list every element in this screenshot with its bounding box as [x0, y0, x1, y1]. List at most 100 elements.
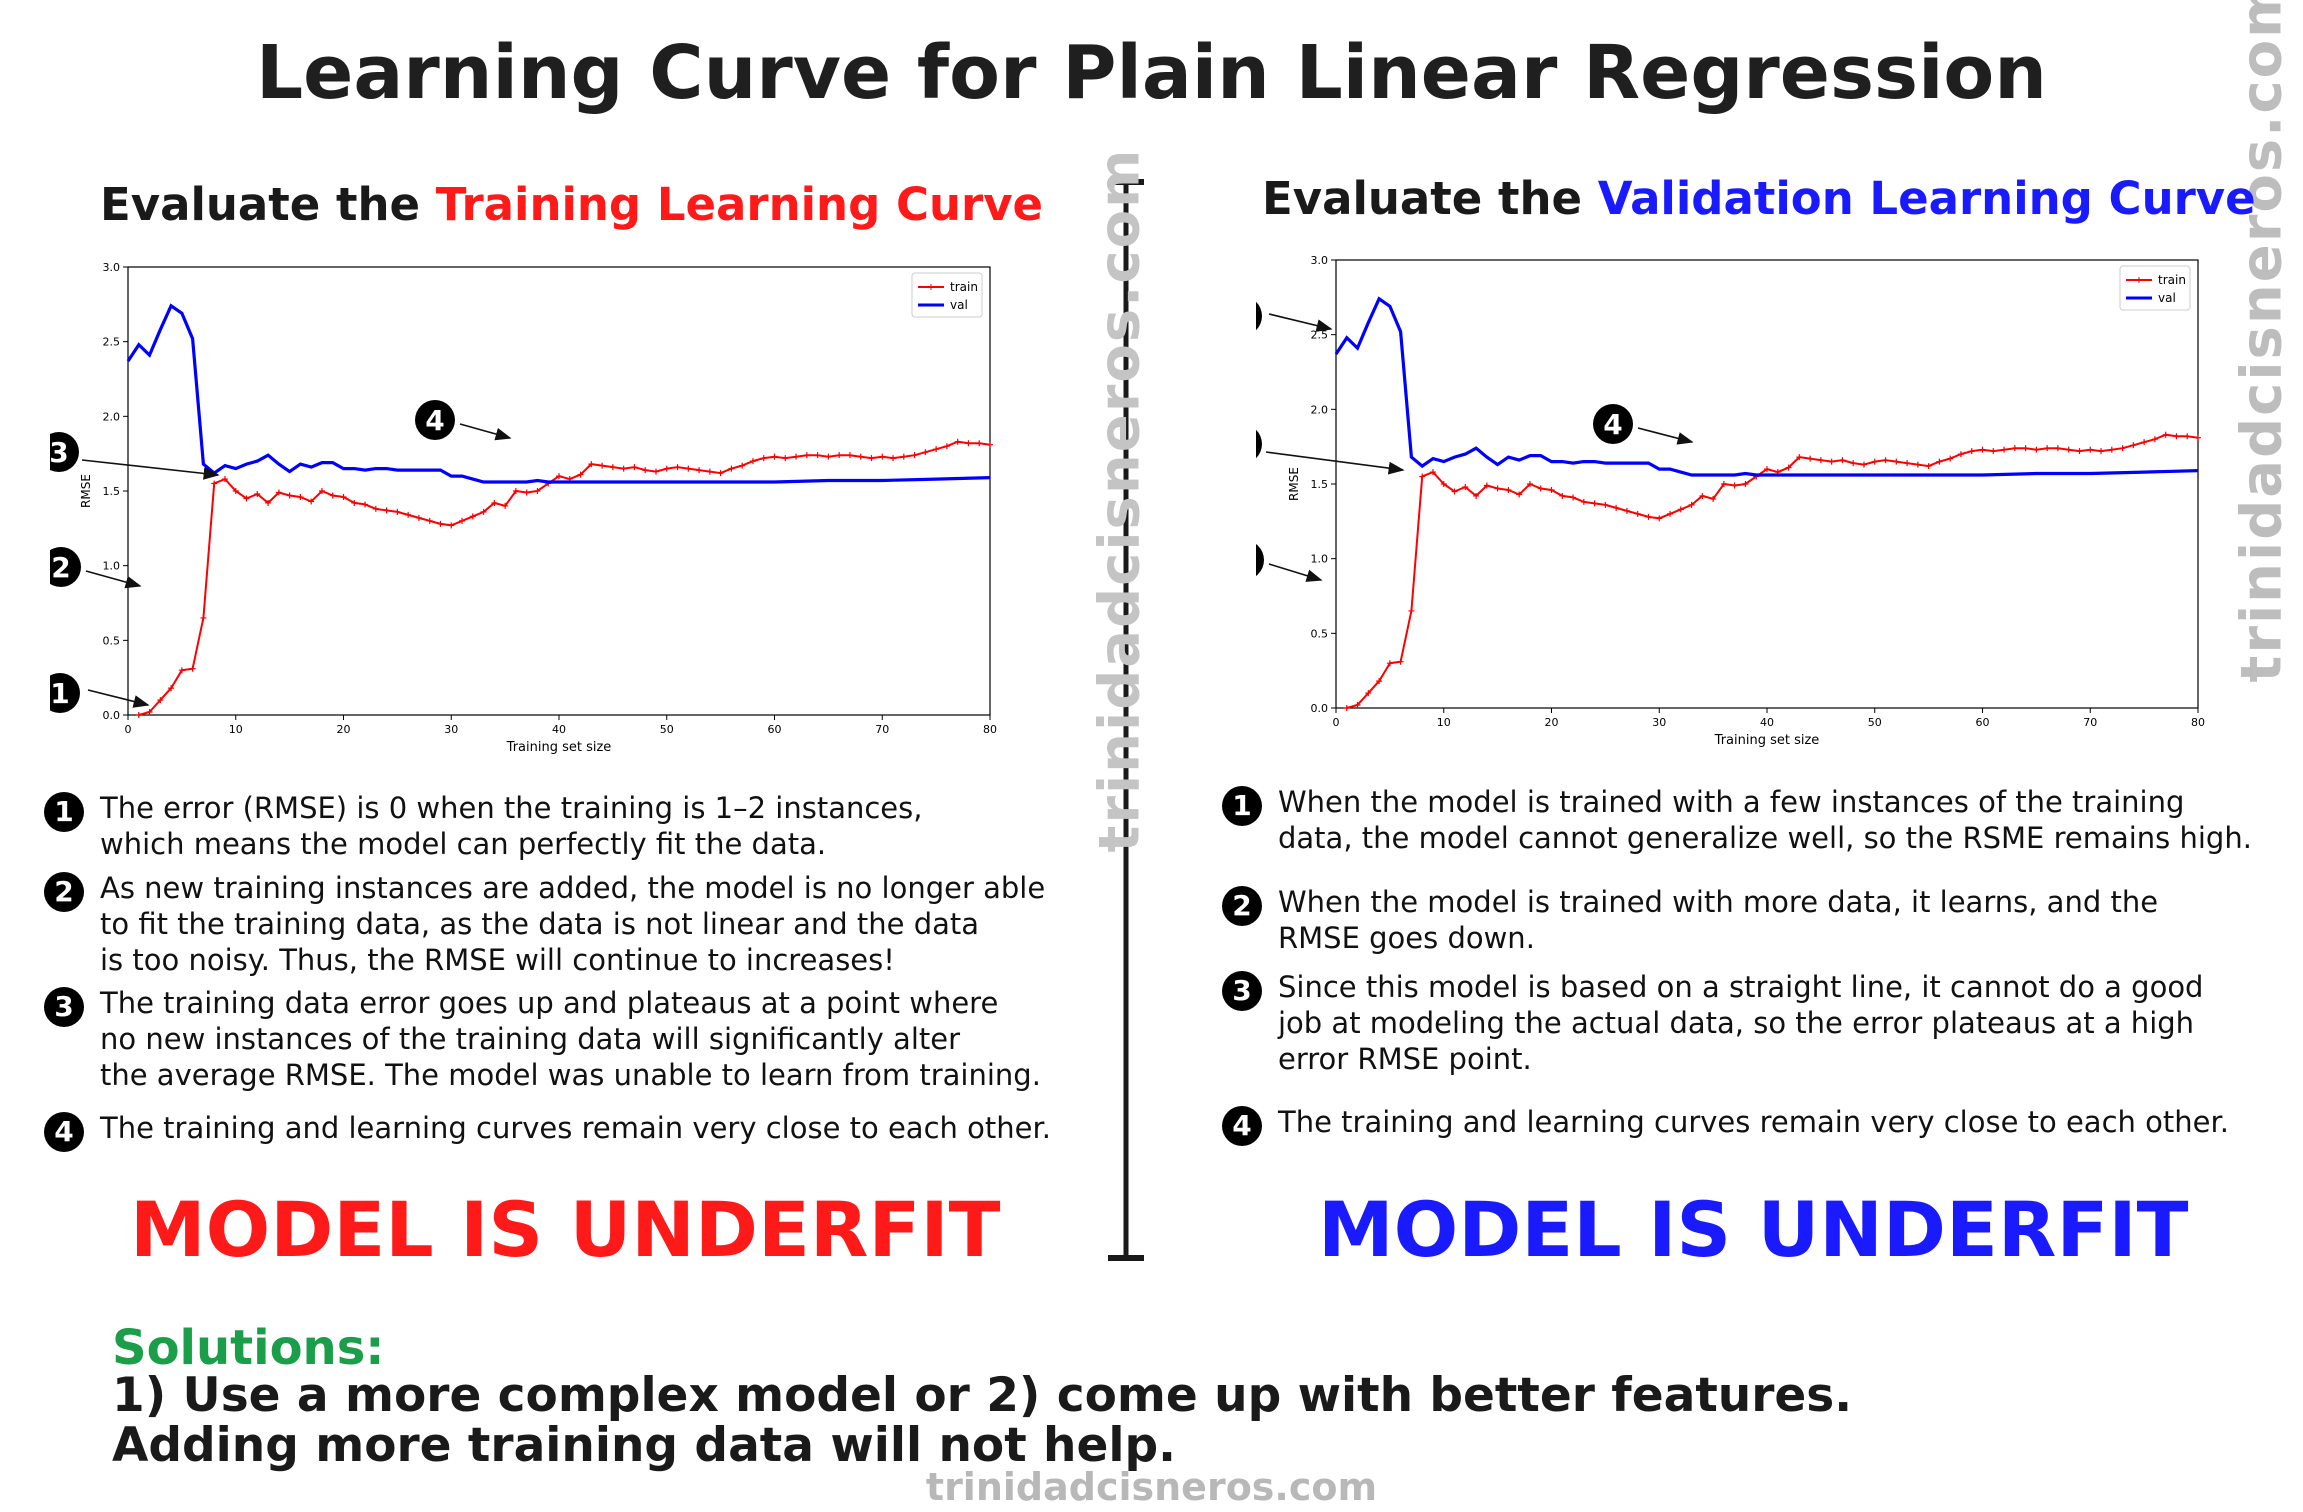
data-point [1570, 494, 1577, 501]
data-point [943, 443, 950, 450]
annotation-arrow [81, 459, 220, 480]
data-point [2151, 436, 2158, 443]
data-point [1893, 458, 1900, 465]
validation-learning-curve-chart: 0 10 20 30 40 50 60 70 80 0.0 0.5 1.0 1.5 2.0 2.5 3.0 Tr… [1256, 244, 2216, 754]
note-text-line: data, the model cannot generalize well, … [1278, 821, 2252, 855]
note-text-line: The training and learning curves remain … [1278, 1105, 2229, 1139]
data-point [717, 470, 724, 477]
data-point [1419, 473, 1426, 480]
data-point [1343, 705, 1350, 711]
data-point [329, 492, 336, 499]
data-point [1710, 495, 1717, 502]
footer-watermark: trinidadcisneros.com [925, 1465, 1378, 1509]
data-point [2054, 445, 2061, 452]
training-learning-curve-chart: 0 10 20 30 40 50 60 70 80 0.0 0.5 1.0 1.5 2.0 2.5 3.0 Tr… [50, 250, 1010, 760]
note-text-line: The error (RMSE) is 0 when the training … [100, 791, 923, 825]
data-point [599, 462, 606, 469]
data-point [814, 452, 821, 459]
annotation-badge [1256, 544, 1264, 576]
data-point [157, 697, 164, 704]
annotation-number: 2 [51, 551, 70, 584]
data-point [2087, 446, 2094, 453]
data-point [189, 665, 196, 672]
column-divider [1108, 179, 1144, 1261]
y-tick-label: 2.0 [1311, 403, 1329, 416]
data-point [685, 465, 692, 472]
right-verdict: MODEL IS UNDERFIT [1318, 1185, 2189, 1274]
data-point [631, 464, 638, 471]
data-point [146, 709, 153, 716]
data-point [1386, 660, 1393, 667]
note-text-line: The training data error goes up and plat… [100, 986, 999, 1020]
note-text-line: When the model is trained with a few ins… [1278, 785, 2185, 819]
x-tick-label: 20 [337, 723, 351, 736]
data-point [771, 453, 778, 460]
data-point [1580, 498, 1587, 505]
note-text-line: The training and learning curves remain … [100, 1111, 1051, 1145]
data-point [1365, 690, 1372, 697]
x-tick-label: 30 [444, 723, 458, 736]
data-point [415, 514, 422, 521]
y-tick-label: 0.0 [103, 709, 121, 722]
data-point [1688, 501, 1695, 508]
data-point [911, 452, 918, 459]
y-tick-label: 0.0 [1311, 702, 1329, 715]
y-tick-label: 2.5 [1311, 329, 1329, 342]
data-point [1429, 469, 1436, 476]
data-point [922, 449, 929, 456]
annotation-badge [1256, 301, 1262, 331]
annotation-badge [50, 673, 80, 713]
y-tick-label: 3.0 [1311, 254, 1329, 267]
data-point [480, 508, 487, 515]
left-subtitle-highlight: Training Learning Curve [435, 178, 1044, 231]
data-point [1526, 481, 1533, 487]
data-point [1559, 492, 1566, 499]
data-point [243, 495, 250, 502]
data-point [437, 520, 444, 527]
data-point [2076, 448, 2083, 455]
annotation-arrow [85, 570, 142, 589]
note-number-badge: 4 [44, 1112, 84, 1152]
data-point [221, 476, 228, 483]
data-point [1871, 458, 1878, 465]
data-point [383, 507, 390, 514]
data-point [2119, 445, 2126, 452]
data-point [254, 490, 261, 497]
data-point [1602, 501, 1609, 508]
x-axis-label: Training set size [506, 740, 612, 755]
annotation-number: 4 [1603, 408, 1622, 441]
data-point [135, 712, 142, 718]
data-point [674, 464, 681, 471]
data-point [351, 499, 358, 506]
data-point [459, 517, 466, 524]
data-point [1860, 461, 1867, 468]
data-point [868, 455, 875, 462]
data-point [846, 452, 853, 459]
data-point [1451, 488, 1458, 495]
x-tick-label: 40 [552, 723, 566, 736]
note-number-badge: 1 [44, 792, 84, 832]
data-point [2141, 439, 2148, 446]
data-point [1473, 492, 1480, 499]
data-point [1505, 486, 1512, 493]
left-subtitle: Evaluate the Training Learning Curve [100, 178, 1043, 231]
legend-label: train [2158, 273, 2186, 287]
data-point [1376, 678, 1383, 685]
data-point [1397, 658, 1404, 665]
data-point [1483, 482, 1490, 489]
data-point [286, 492, 293, 499]
data-point [1699, 492, 1706, 499]
right-subtitle-highlight: Validation Learning Curve [1597, 172, 2256, 225]
data-point [760, 455, 767, 462]
annotation-badge [50, 547, 81, 587]
data-point [1925, 463, 1932, 470]
solution-line-2: Adding more training data will not help. [112, 1418, 1176, 1473]
y-tick-label: 1.0 [103, 560, 121, 573]
data-point [609, 464, 616, 471]
data-point [900, 453, 907, 460]
data-point [469, 513, 476, 520]
note-number-badge: 3 [1222, 971, 1262, 1011]
data-point [1968, 448, 1975, 455]
data-point [2173, 433, 2180, 440]
x-tick-label: 10 [229, 723, 243, 736]
